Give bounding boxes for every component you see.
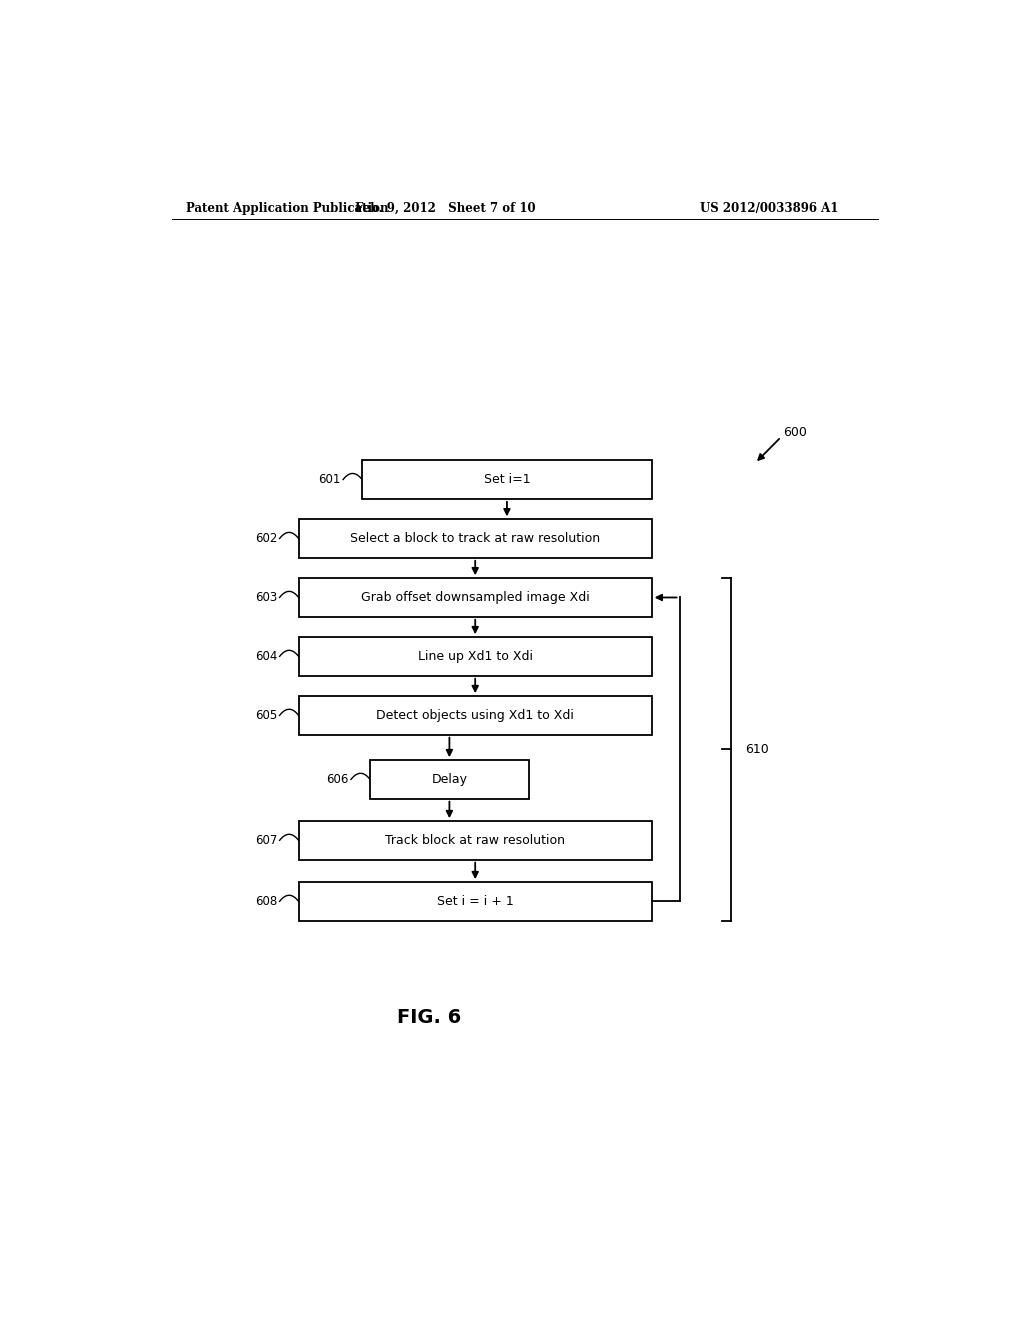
Text: US 2012/0033896 A1: US 2012/0033896 A1	[699, 202, 839, 215]
Text: 602: 602	[255, 532, 278, 545]
Bar	[299, 578, 652, 616]
Text: 606: 606	[327, 774, 348, 785]
Text: Select a block to track at raw resolution: Select a block to track at raw resolutio…	[350, 532, 600, 545]
Text: 603: 603	[255, 591, 278, 605]
Text: 610: 610	[745, 743, 769, 756]
Bar	[299, 638, 652, 676]
Text: Set i=1: Set i=1	[483, 473, 530, 486]
Text: 601: 601	[318, 473, 341, 486]
Text: Feb. 9, 2012   Sheet 7 of 10: Feb. 9, 2012 Sheet 7 of 10	[355, 202, 536, 215]
Bar	[299, 821, 652, 859]
Text: 600: 600	[782, 426, 807, 440]
Text: 608: 608	[255, 895, 278, 908]
Bar	[370, 760, 528, 799]
Bar	[362, 461, 651, 499]
Text: Set i = i + 1: Set i = i + 1	[437, 895, 514, 908]
Bar	[299, 696, 652, 735]
Text: Patent Application Publication: Patent Application Publication	[186, 202, 388, 215]
Text: Line up Xd1 to Xdi: Line up Xd1 to Xdi	[418, 649, 532, 663]
Bar	[299, 519, 652, 558]
Bar	[299, 882, 652, 921]
Text: 607: 607	[255, 834, 278, 847]
Text: Track block at raw resolution: Track block at raw resolution	[385, 834, 565, 847]
Text: Grab offset downsampled image Xdi: Grab offset downsampled image Xdi	[360, 591, 590, 605]
Text: 605: 605	[255, 709, 278, 722]
Text: 604: 604	[255, 649, 278, 663]
Text: Delay: Delay	[431, 774, 467, 785]
Text: FIG. 6: FIG. 6	[397, 1007, 462, 1027]
Text: Detect objects using Xd1 to Xdi: Detect objects using Xd1 to Xdi	[376, 709, 574, 722]
